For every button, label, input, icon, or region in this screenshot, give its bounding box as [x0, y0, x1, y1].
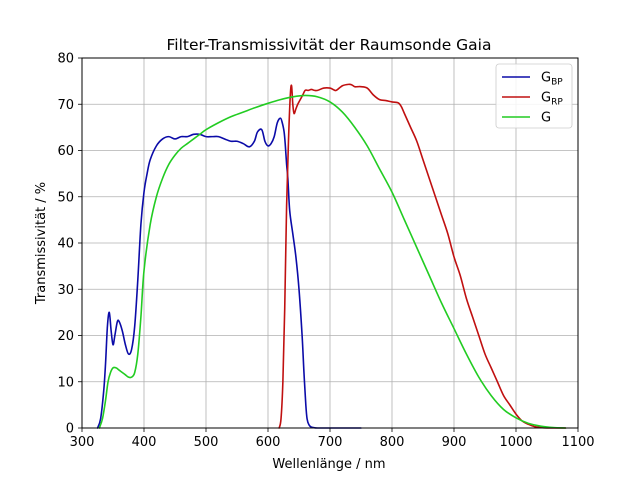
series-line-g — [98, 94, 567, 429]
legend-box — [495, 63, 573, 129]
y-tick-label: 0 — [66, 422, 74, 437]
y-tick-label: 30 — [57, 283, 74, 298]
legend-entry: G — [541, 111, 551, 126]
legend-entry: GBP — [541, 71, 563, 88]
legend-entry-name: G — [541, 91, 551, 106]
series-line-rp — [278, 83, 567, 429]
series-lines — [96, 83, 567, 429]
series-line-bp — [96, 117, 362, 429]
x-tick-label: 500 — [194, 435, 219, 450]
x-tick-label: 600 — [256, 435, 281, 450]
x-tick-label: 400 — [132, 435, 157, 450]
x-tick-label: 900 — [442, 435, 467, 450]
x-axis-label: Wellenlänge / nm — [272, 457, 385, 472]
x-tick-label: 1000 — [499, 435, 532, 450]
x-tick-label: 300 — [70, 435, 95, 450]
legend-entry-subscript: BP — [551, 78, 563, 88]
x-tick-label: 800 — [380, 435, 405, 450]
axis-ticks: 300 400 500 600 700 800 900 1000 1100 0 10 20 30 40 50… — [57, 52, 594, 451]
x-tick-label: 1100 — [561, 435, 594, 450]
y-tick-label: 80 — [57, 52, 74, 67]
chart-title: Filter-Transmissivität der Raumsonde Gai… — [167, 36, 492, 54]
y-tick-label: 60 — [57, 144, 74, 159]
x-tick-label: 700 — [318, 435, 343, 450]
legend-entry: GRP — [541, 91, 563, 108]
legend-entry-name: G — [541, 111, 551, 126]
y-axis-label: Transmissivität / % — [34, 182, 49, 305]
legend-entry-subscript: RP — [551, 98, 563, 108]
y-tick-label: 70 — [57, 98, 74, 113]
legend-entry-name: G — [541, 71, 551, 86]
y-tick-label: 50 — [57, 190, 74, 205]
y-tick-label: 20 — [57, 329, 74, 344]
y-tick-label: 40 — [57, 237, 74, 252]
y-tick-label: 10 — [57, 375, 74, 390]
